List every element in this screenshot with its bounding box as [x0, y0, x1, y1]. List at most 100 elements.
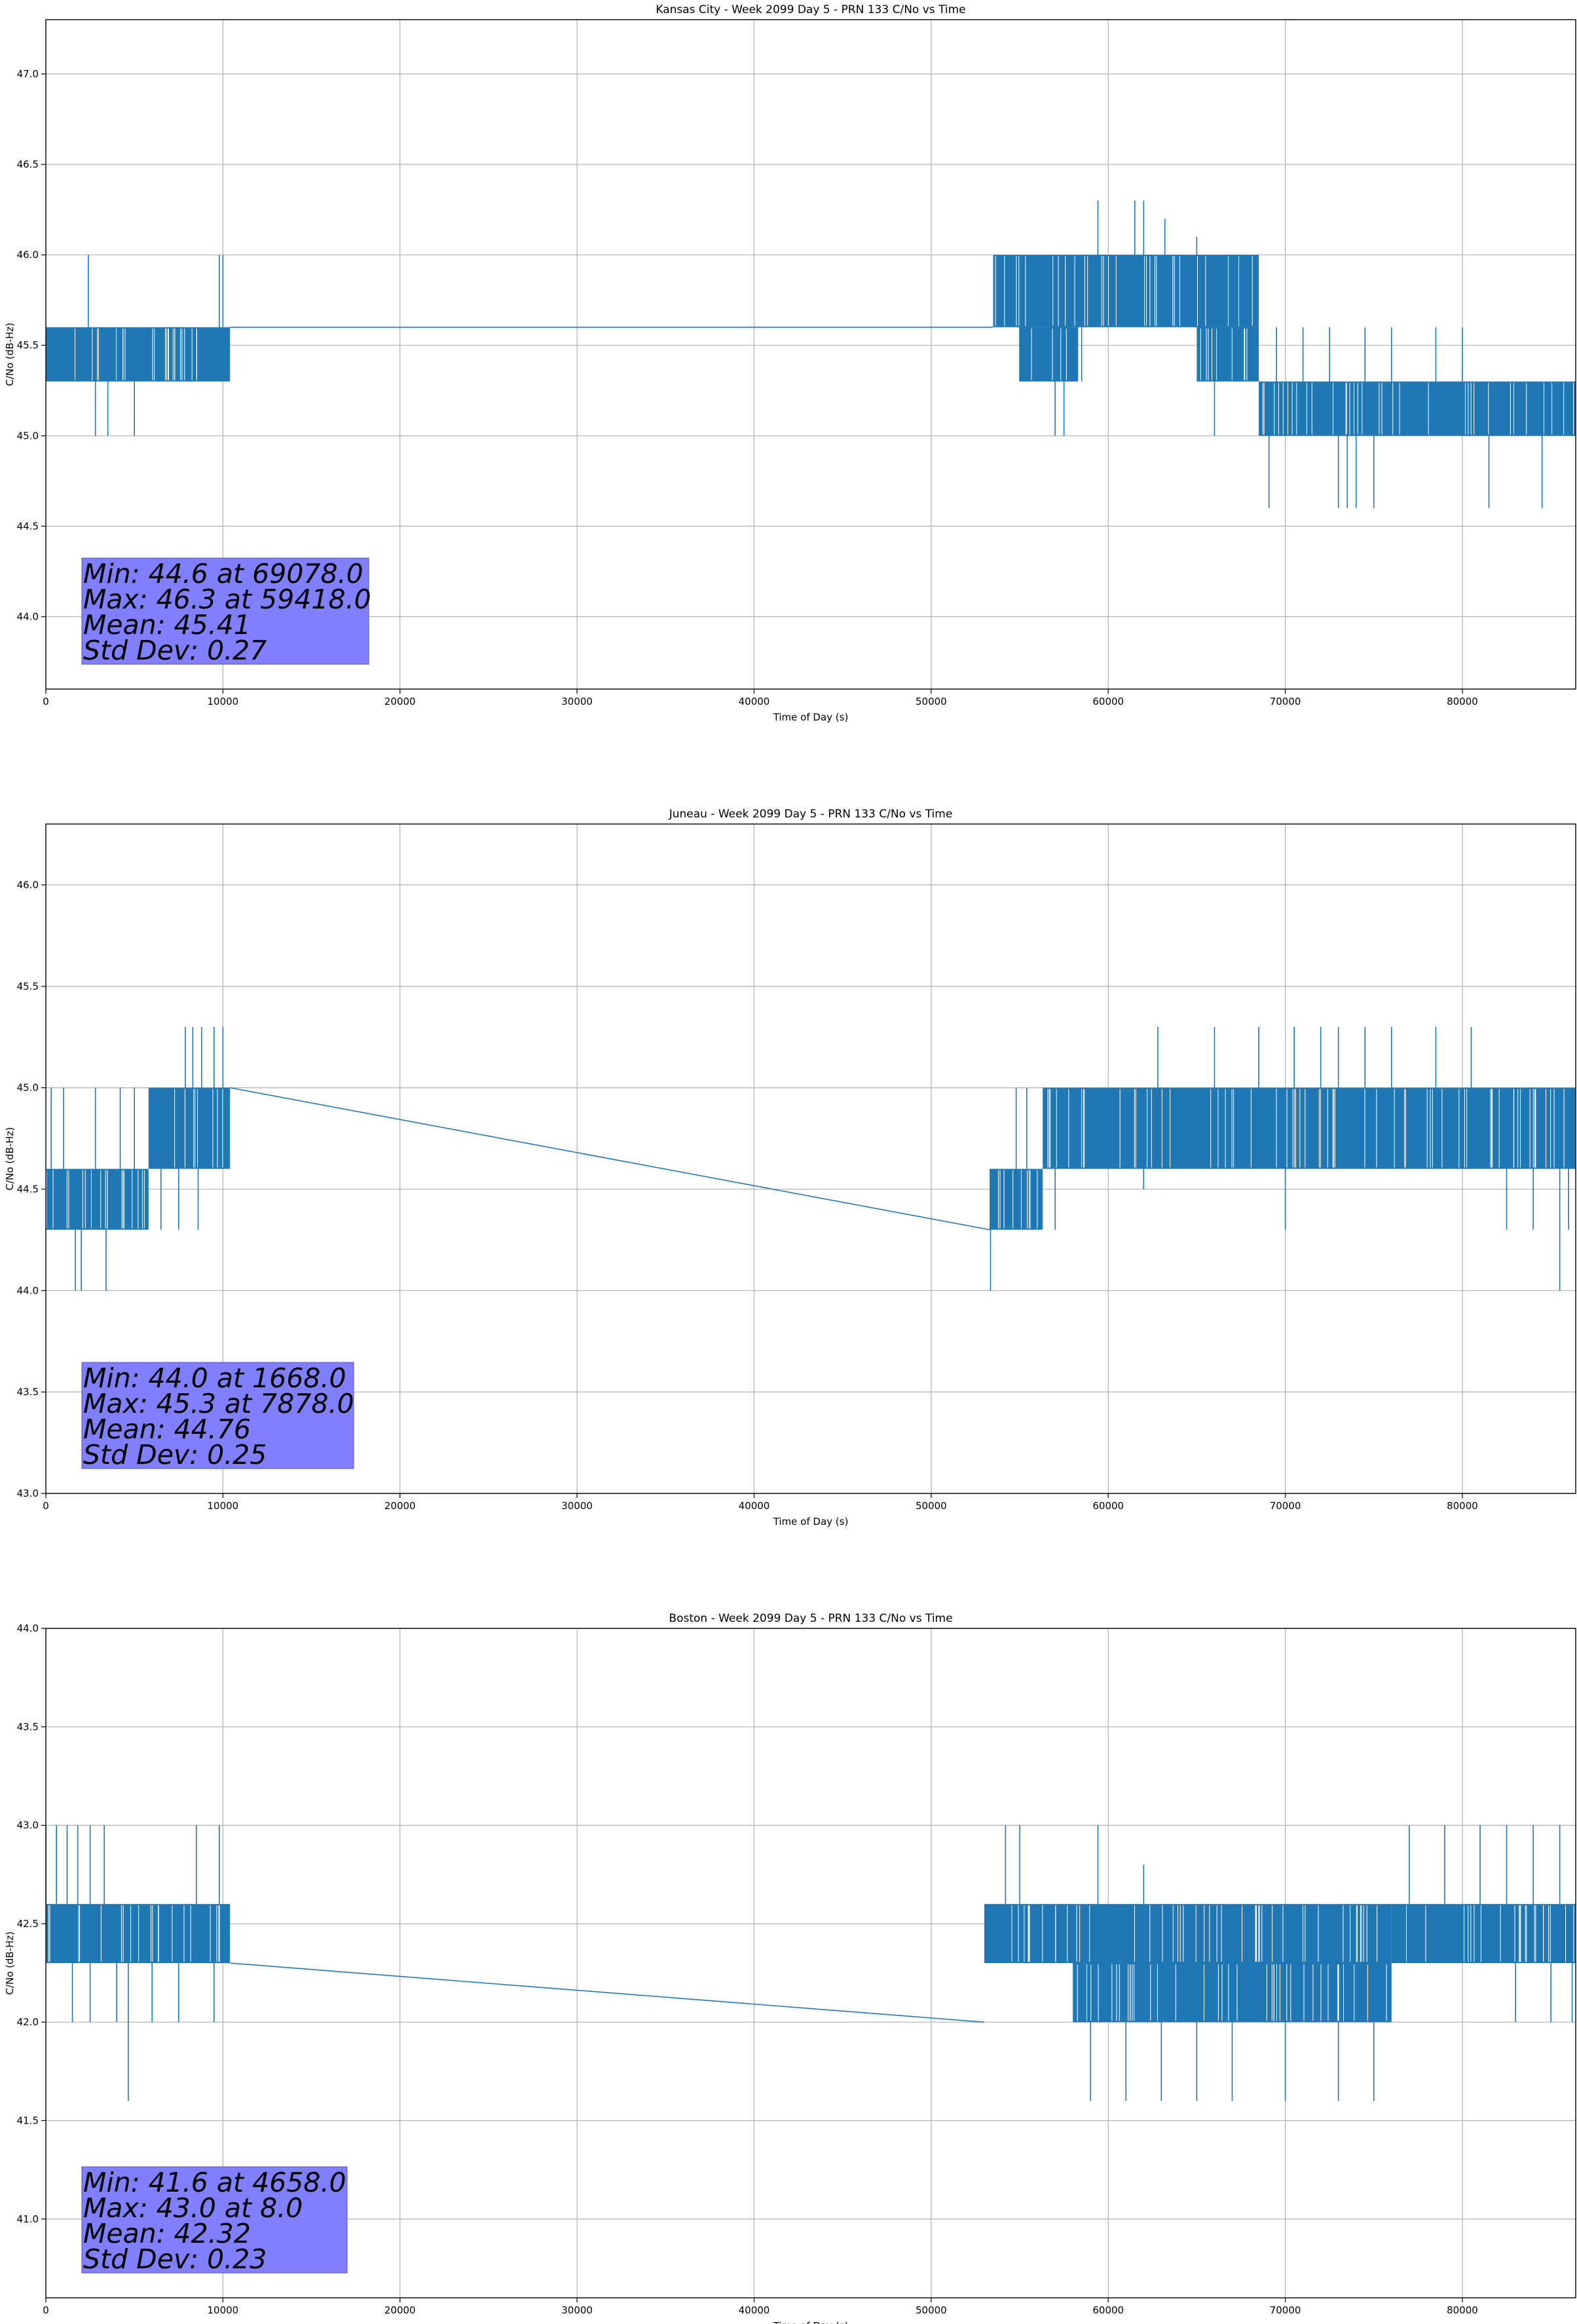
axes-frame: [45, 19, 1576, 690]
x-tick-label: 50000: [916, 696, 947, 707]
y-tick-label: 44.0: [17, 611, 39, 623]
series-band: [1020, 327, 1079, 382]
series-segment: [230, 1087, 990, 1231]
y-tick-label: 45.0: [17, 430, 39, 441]
x-tick-label: 40000: [739, 696, 770, 707]
chart-title: Kansas City - Week 2099 Day 5 - PRN 133 …: [656, 3, 965, 16]
x-tick-label: 80000: [1447, 1500, 1478, 1512]
x-tick-label: 40000: [739, 1500, 770, 1512]
y-tick-label: 43.5: [17, 1386, 39, 1398]
series-band: [1259, 381, 1576, 436]
chart-panel-2: 0 10000 20000 30000 40000 50000 60000 70000 8000…: [4, 808, 1576, 1527]
stats-line: Max: 46.3 at 59418.0: [83, 584, 371, 615]
stats-line: Min: 44.0 at 1668.0: [83, 1362, 346, 1394]
axes-frame: [45, 1628, 1576, 2298]
y-tick-label: 46.0: [17, 879, 39, 891]
y-tick-label: 44.0: [17, 1622, 39, 1634]
grid: [46, 20, 1576, 689]
x-axis-label: Time of Day (s): [773, 2320, 849, 2324]
stats-line: Max: 45.3 at 7878.0: [83, 1388, 354, 1419]
stats-line: Mean: 45.41: [83, 609, 251, 641]
series-band: [990, 1169, 1043, 1230]
stats-line: Std Dev: 0.23: [83, 2243, 267, 2275]
series-band: [993, 255, 1259, 328]
chart-panel-1: 0 10000 20000 30000 40000 50000 60000 70000 8000…: [4, 3, 1576, 723]
stats-line: Mean: 44.76: [83, 1414, 251, 1445]
x-tick-label: 10000: [208, 1500, 239, 1512]
x-tick-label: 80000: [1447, 696, 1478, 707]
stats-line: Max: 43.0 at 8.0: [83, 2192, 303, 2224]
axes-frame: [45, 823, 1576, 1494]
series-band: [148, 1087, 231, 1169]
x-tick-label: 70000: [1270, 696, 1301, 707]
x-tick-label: 60000: [1092, 1500, 1124, 1512]
series-line: [45, 1825, 1576, 2101]
series-band: [984, 1903, 1392, 1963]
y-tick-label: 45.0: [17, 1082, 39, 1094]
x-tick-label: 60000: [1092, 2304, 1124, 2316]
series-band: [46, 327, 231, 382]
series-segment: [230, 1962, 985, 2023]
stats-line: Mean: 42.32: [83, 2218, 251, 2249]
x-tick-label: 30000: [561, 1500, 593, 1512]
x-tick-label: 70000: [1270, 1500, 1301, 1512]
y-tick-label: 46.0: [17, 249, 39, 261]
x-tick-label: 60000: [1092, 696, 1124, 707]
x-tick-label: 0: [43, 1500, 49, 1512]
x-tick-label: 10000: [208, 2304, 239, 2316]
x-axis-label: Time of Day (s): [773, 1516, 849, 1527]
series-band: [1043, 1087, 1576, 1169]
x-tick-label: 20000: [384, 696, 416, 707]
x-tick-label: 20000: [384, 1500, 416, 1512]
grid: [46, 1628, 1576, 2298]
x-tick-label: 0: [43, 2304, 49, 2316]
chart-title: Boston - Week 2099 Day 5 - PRN 133 C/No …: [669, 1612, 952, 1625]
y-tick-label: 44.0: [17, 1284, 39, 1296]
series-line: [46, 1026, 1576, 1291]
y-tick-label: 44.5: [17, 520, 39, 532]
x-tick-label: 0: [43, 696, 49, 707]
stats-box-background: [81, 2166, 348, 2274]
series-band: [46, 1903, 231, 1963]
x-tick-label: 30000: [561, 2304, 593, 2316]
stats-line: Std Dev: 0.25: [83, 1439, 267, 1471]
y-tick-label: 43.0: [17, 1488, 39, 1499]
series-line: [46, 200, 1576, 508]
chart-panel-3: 0 10000 20000 30000 40000 50000 60000 70000 8000…: [4, 1612, 1576, 2324]
x-tick-label: 40000: [739, 2304, 770, 2316]
y-axis-label: C/No (dB-Hz): [4, 1932, 16, 1995]
y-tick-label: 47.0: [17, 68, 39, 80]
y-axis-label: C/No (dB-Hz): [4, 323, 16, 386]
stats-line: Min: 41.6 at 4658.0: [83, 2167, 346, 2198]
chart-title: Juneau - Week 2099 Day 5 - PRN 133 C/No …: [669, 808, 953, 821]
y-tick-label: 45.5: [17, 981, 39, 992]
y-tick-label: 45.5: [17, 339, 39, 351]
x-tick-label: 10000: [208, 696, 239, 707]
x-tick-label: 20000: [384, 2304, 416, 2316]
y-tick-label: 41.5: [17, 2114, 39, 2126]
series-band: [46, 1169, 149, 1230]
x-axis-label: Time of Day (s): [773, 711, 849, 723]
y-tick-label: 42.5: [17, 1918, 39, 1930]
stats-line: Std Dev: 0.27: [83, 635, 267, 666]
y-tick-label: 44.5: [17, 1183, 39, 1195]
y-tick-label: 42.0: [17, 2016, 39, 2028]
x-tick-label: 70000: [1270, 2304, 1301, 2316]
y-axis-label: C/No (dB-Hz): [4, 1127, 16, 1191]
y-tick-label: 43.0: [17, 1820, 39, 1831]
series-band: [1391, 1903, 1576, 1963]
y-tick-label: 41.0: [17, 2213, 39, 2225]
stats-box-background: [81, 557, 369, 665]
x-tick-label: 50000: [916, 2304, 947, 2316]
x-tick-label: 80000: [1447, 2304, 1478, 2316]
series-band: [1197, 327, 1259, 382]
stats-box-background: [81, 1362, 354, 1469]
y-tick-label: 46.5: [17, 159, 39, 170]
stats-line: Min: 44.6 at 69078.0: [83, 558, 363, 590]
y-tick-label: 43.5: [17, 1721, 39, 1733]
x-tick-label: 50000: [916, 1500, 947, 1512]
